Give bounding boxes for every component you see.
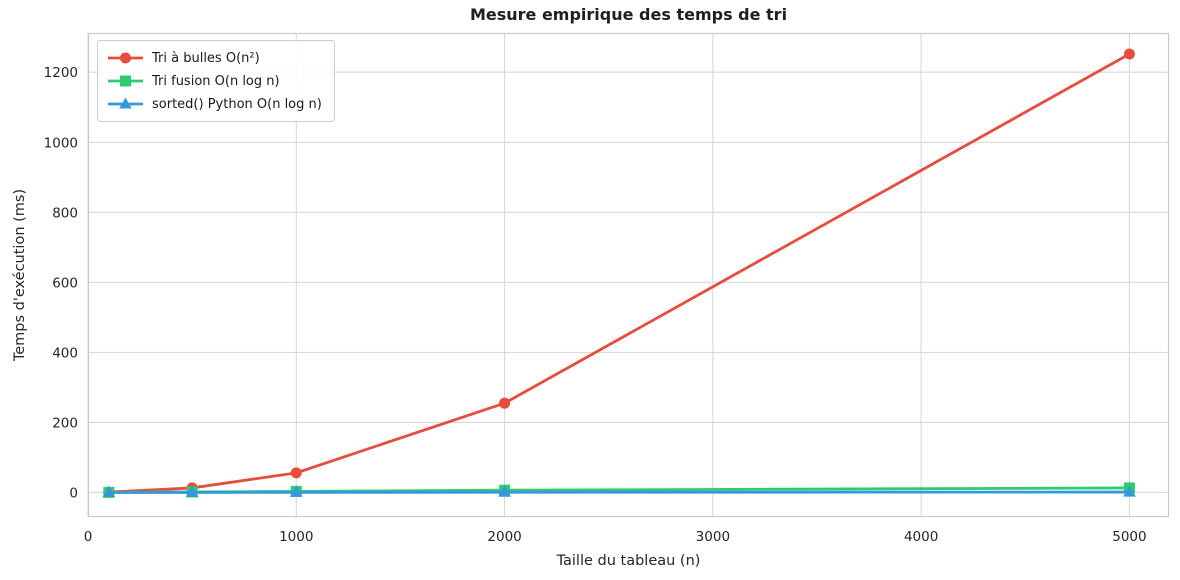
x-tick-label: 5000 xyxy=(1112,529,1146,545)
legend-swatch-triangle-icon xyxy=(108,97,143,109)
y-tick-label: 800 xyxy=(52,205,78,221)
legend-item-label: Tri fusion O(n log n) xyxy=(152,73,280,89)
x-tick-label: 2000 xyxy=(487,529,521,545)
chart-title: Mesure empirique des temps de tri xyxy=(469,5,788,24)
series-2-triangle-marker xyxy=(185,485,199,497)
legend-swatch-circle-icon xyxy=(108,52,143,64)
x-tick-label: 0 xyxy=(84,529,93,545)
x-tick-label: 1000 xyxy=(279,529,313,545)
y-tick-label: 1000 xyxy=(44,135,78,151)
circle-marker-icon xyxy=(120,52,131,64)
legend: Tri à bulles O(n²) Tri fusion O(n log n) s… xyxy=(97,40,335,122)
series-0-circle-marker xyxy=(499,397,511,409)
y-tick-label: 0 xyxy=(69,485,78,501)
legend-item: Tri fusion O(n log n) xyxy=(107,71,322,91)
legend-item: Tri à bulles O(n²) xyxy=(107,48,322,68)
axes-spines xyxy=(87,32,1170,518)
x-tick-label: 4000 xyxy=(904,529,938,545)
legend-item-label: sorted() Python O(n log n) xyxy=(152,96,322,112)
x-tick-label: 3000 xyxy=(696,529,730,545)
y-tick-label: 600 xyxy=(52,275,78,291)
series-2-triangle-marker xyxy=(289,485,303,497)
legend-item: sorted() Python O(n log n) xyxy=(107,94,322,114)
series-0-circle-marker xyxy=(290,467,302,479)
square-marker-icon xyxy=(120,75,131,87)
series-2-triangle-marker xyxy=(1123,485,1136,497)
y-tick-label: 400 xyxy=(52,345,78,361)
series-2-triangle-marker xyxy=(498,485,511,497)
legend-swatch-square-icon xyxy=(108,75,143,87)
series-2-triangle-marker xyxy=(102,485,116,497)
legend-item-label: Tri à bulles O(n²) xyxy=(152,50,260,66)
y-tick-label: 1200 xyxy=(44,65,78,81)
triangle-marker-icon xyxy=(119,97,132,109)
y-tick-label: 200 xyxy=(52,415,78,431)
y-axis-label: Temps d'exécution (ms) xyxy=(12,188,28,362)
series-0-circle-marker xyxy=(1123,48,1135,60)
x-axis-label: Taille du tableau (n) xyxy=(556,553,701,569)
